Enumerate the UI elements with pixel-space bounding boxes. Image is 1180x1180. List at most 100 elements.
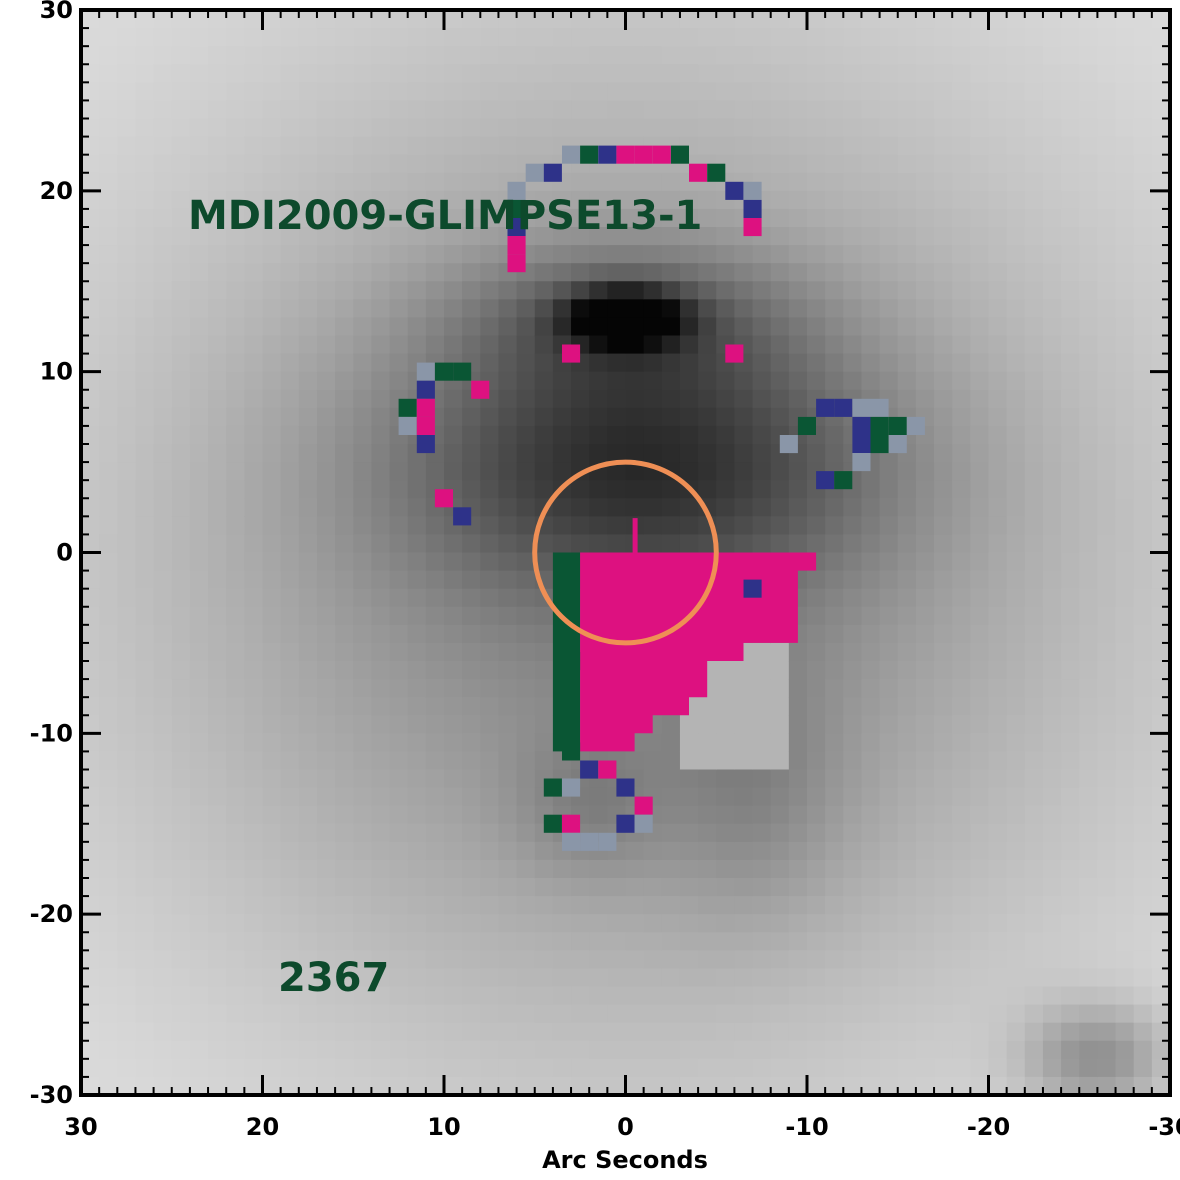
heatmap-cell <box>934 154 953 174</box>
heatmap-cell <box>734 986 754 1006</box>
heatmap-cell <box>117 606 137 626</box>
heatmap-cell <box>734 950 754 970</box>
heatmap-cell <box>298 841 318 861</box>
heatmap-cell <box>879 28 899 47</box>
heatmap-cell <box>1115 118 1135 138</box>
heatmap-cell <box>571 46 590 65</box>
heatmap-cell <box>1133 805 1153 825</box>
heatmap-cell <box>316 534 336 554</box>
heatmap-cell <box>335 335 354 355</box>
heatmap-cell <box>335 444 354 463</box>
heatmap-cell <box>444 10 463 29</box>
heatmap-cell <box>1024 715 1044 734</box>
heatmap-cell <box>444 823 463 843</box>
heatmap-cell <box>807 335 826 355</box>
heatmap-cell <box>135 950 155 970</box>
heatmap-cell <box>571 317 590 337</box>
heatmap-cell <box>915 606 935 626</box>
heatmap-cell <box>698 28 717 47</box>
heatmap-cell <box>407 46 427 65</box>
heatmap-cell <box>81 841 100 861</box>
heatmap-cell <box>716 679 735 698</box>
heatmap-cell <box>1024 462 1044 481</box>
heatmap-cell <box>208 769 227 789</box>
heatmap-cell <box>99 136 118 156</box>
heatmap-cell <box>934 733 953 753</box>
heatmap-cell <box>280 787 300 807</box>
heatmap-cell <box>861 28 881 47</box>
heatmap-cell <box>788 661 808 680</box>
heatmap-cell <box>226 878 245 897</box>
heatmap-cell <box>135 154 155 174</box>
heatmap-cell <box>552 968 572 988</box>
heatmap-cell <box>1133 281 1153 300</box>
heatmap-cell <box>171 642 191 662</box>
heatmap-cell <box>189 606 209 626</box>
heatmap-cell <box>189 462 209 481</box>
heatmap-cell <box>99 914 118 933</box>
heatmap-cell <box>135 136 155 156</box>
heatmap-cell <box>226 389 245 409</box>
heatmap-cell <box>516 335 536 355</box>
heatmap-cell <box>825 642 844 662</box>
heatmap-cell <box>1097 425 1117 445</box>
heatmap-cell <box>915 1058 935 1078</box>
heatmap-cell <box>934 82 953 102</box>
heatmap-cell <box>879 823 899 843</box>
heatmap-cell <box>462 859 481 879</box>
heatmap-cell <box>643 1004 663 1024</box>
heatmap-cell <box>770 190 790 210</box>
heatmap-cell <box>1133 172 1153 192</box>
heatmap-cell <box>189 227 209 246</box>
heatmap-cell <box>1097 444 1117 463</box>
heatmap-cell <box>353 841 372 861</box>
heatmap-cell <box>716 1040 735 1060</box>
heatmap-cell <box>988 136 1008 156</box>
heatmap-cell <box>353 498 372 517</box>
heatmap-cell <box>1042 444 1062 463</box>
heatmap-cell <box>934 263 953 282</box>
heatmap-cell <box>534 679 554 698</box>
heatmap-cell <box>571 118 590 138</box>
heatmap-cell <box>897 878 917 897</box>
heatmap-cell <box>534 1058 554 1078</box>
heatmap-cell <box>135 914 155 933</box>
heatmap-cell <box>1079 534 1098 554</box>
heatmap-cell <box>970 353 990 373</box>
heatmap-cell <box>353 1004 372 1024</box>
heatmap-cell <box>1024 317 1044 337</box>
heatmap-cell <box>516 914 536 933</box>
heatmap-cell <box>552 932 572 951</box>
heatmap-cell <box>1061 281 1080 300</box>
heatmap-cell <box>244 64 264 83</box>
heatmap-cell <box>534 1004 554 1024</box>
heatmap-cell <box>1024 588 1044 608</box>
heatmap-cell <box>589 986 608 1006</box>
heatmap-cell <box>280 841 300 861</box>
heatmap-cell <box>498 751 518 771</box>
mask-pixel <box>634 145 653 164</box>
heatmap-cell <box>462 552 481 572</box>
heatmap-cell <box>734 679 754 698</box>
heatmap-cell <box>770 516 790 536</box>
heatmap-cell <box>1042 136 1062 156</box>
heatmap-cell <box>153 679 173 698</box>
heatmap-cell <box>1097 172 1117 192</box>
heatmap-cell <box>516 317 536 337</box>
heatmap-cell <box>788 263 808 282</box>
heatmap-cell <box>407 1022 427 1042</box>
heatmap-cell <box>189 986 209 1006</box>
heatmap-cell <box>915 859 935 879</box>
heatmap-cell <box>934 407 953 427</box>
heatmap-cell <box>99 805 118 825</box>
heatmap-cell <box>1042 245 1062 264</box>
heatmap-cell <box>226 118 245 138</box>
heatmap-cell <box>298 317 318 337</box>
heatmap-cell <box>770 28 790 47</box>
heatmap-cell <box>1061 154 1080 174</box>
heatmap-cell <box>788 10 808 29</box>
heatmap-cell <box>444 28 463 47</box>
heatmap-cell <box>843 371 863 391</box>
heatmap-cell <box>879 661 899 680</box>
heatmap-cell <box>897 10 917 29</box>
